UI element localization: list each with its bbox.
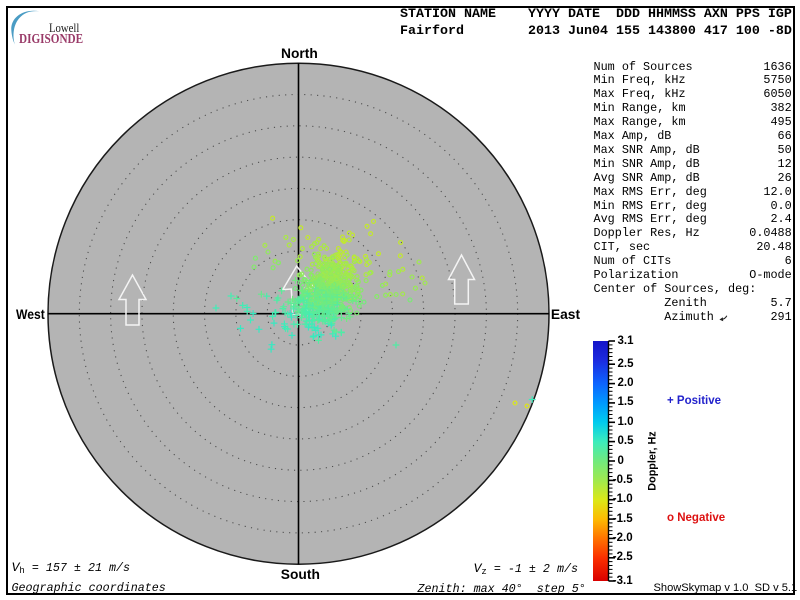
svg-text:Doppler, Hz: Doppler, Hz	[647, 431, 659, 491]
